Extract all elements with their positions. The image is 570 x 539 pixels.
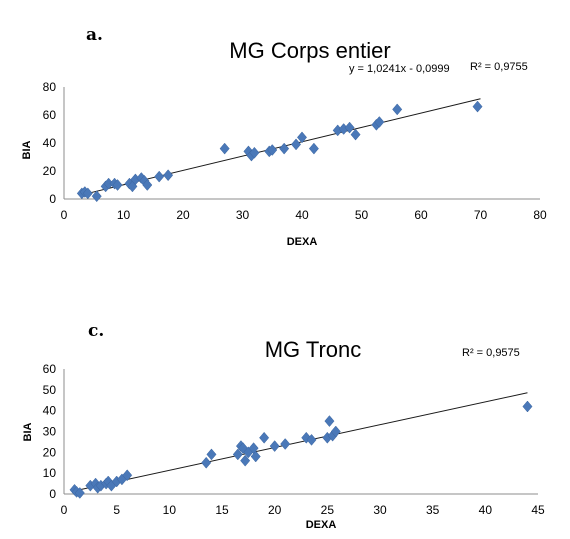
data-point-a: [219, 142, 230, 155]
data-point-a: [291, 138, 302, 151]
data-point-c: [301, 431, 312, 444]
data-point-c: [206, 448, 217, 461]
y-tick-label-c: 60: [43, 362, 57, 376]
data-point-c: [201, 456, 212, 469]
data-point-c: [324, 415, 335, 427]
data-point-c: [232, 448, 243, 461]
x-tick-label-a: 50: [355, 208, 369, 222]
chart-title-c: MG Tronc: [265, 337, 362, 362]
x-tick-label-c: 30: [373, 503, 387, 517]
data-point-c: [240, 454, 251, 467]
data-point-c: [122, 469, 133, 482]
data-points-c: [69, 400, 533, 499]
data-point-c: [74, 487, 85, 499]
data-point-c: [330, 425, 341, 438]
x-tick-label-c: 25: [321, 503, 335, 517]
y-tick-label-c: 20: [43, 445, 57, 459]
x-tick-label-a: 60: [414, 208, 428, 222]
data-point-c: [280, 438, 291, 450]
data-point-a: [472, 100, 483, 113]
x-tick-labels-c: 0 5 10 15 20 25 30 35 40 45: [61, 503, 545, 517]
y-tick-label-c: 10: [43, 466, 57, 480]
data-point-a: [267, 144, 278, 156]
chart-mg-corps-entier: a. MG Corps entier y = 1,0241x - 0,0999 …: [21, 25, 547, 248]
x-tick-label-a: 0: [61, 208, 68, 222]
data-point-c: [259, 431, 270, 444]
data-point-a: [82, 187, 93, 200]
data-point-a: [279, 142, 290, 155]
data-point-c: [269, 440, 280, 452]
x-tick-label-c: 10: [163, 503, 177, 517]
x-axis-label-c: DEXA: [306, 519, 337, 531]
x-tick-label-c: 35: [426, 503, 440, 517]
y-tick-label-a: 20: [43, 164, 57, 178]
y-axis-label-a: BIA: [21, 140, 33, 159]
y-tick-label-c: 0: [49, 487, 56, 501]
x-tick-label-c: 5: [113, 503, 120, 517]
data-point-a: [249, 146, 260, 159]
panel-label-a: a.: [86, 25, 103, 45]
x-tick-label-a: 10: [117, 208, 131, 222]
data-point-c: [522, 400, 533, 413]
trendline-c: [74, 392, 528, 492]
data-point-a: [154, 170, 165, 183]
y-axis-label-c: BIA: [22, 422, 34, 441]
x-tick-label-a: 30: [236, 208, 250, 222]
data-point-c: [238, 442, 249, 455]
x-tick-label-c: 0: [61, 503, 68, 517]
x-tick-label-a: 40: [295, 208, 309, 222]
data-point-a: [142, 179, 153, 191]
y-tick-label-c: 30: [43, 425, 57, 439]
data-point-a: [308, 142, 319, 155]
trendline-equation-a: y = 1,0241x - 0,0999: [349, 63, 450, 75]
chart-mg-tronc: c. MG Tronc R² = 0,9575 0 10 20 30 40 50 60 0 5…: [22, 321, 545, 531]
data-point-c: [306, 433, 317, 446]
data-point-a: [344, 121, 355, 134]
r-squared-c: R² = 0,9575: [462, 347, 520, 359]
y-tick-label-a: 40: [43, 136, 57, 150]
r-squared-a: R² = 0,9755: [470, 61, 528, 73]
data-points-a: [76, 100, 483, 203]
data-point-a: [350, 128, 361, 141]
y-tick-label-c: 40: [43, 404, 57, 418]
y-tick-label-a: 0: [49, 192, 56, 206]
x-tick-label-c: 15: [215, 503, 229, 517]
panel-label-c: c.: [88, 321, 104, 341]
x-tick-label-a: 80: [533, 208, 547, 222]
x-tick-label-c: 20: [268, 503, 282, 517]
y-tick-labels-c: 0 10 20 30 40 50 60: [43, 362, 57, 501]
y-tick-label-a: 60: [43, 108, 57, 122]
chart-title-a: MG Corps entier: [229, 38, 390, 63]
x-tick-labels-a: 0 10 20 30 40 50 60 70 80: [61, 208, 547, 222]
x-tick-label-a: 20: [176, 208, 190, 222]
data-point-a: [392, 103, 403, 116]
x-tick-label-a: 70: [474, 208, 488, 222]
x-axis-label-a: DEXA: [287, 236, 318, 248]
x-tick-label-c: 45: [531, 503, 545, 517]
data-point-a: [296, 131, 308, 144]
x-tick-label-c: 40: [479, 503, 493, 517]
data-point-c: [250, 450, 261, 463]
y-tick-labels-a: 0 20 40 60 80: [43, 80, 57, 206]
data-point-a: [374, 116, 385, 128]
y-tick-label-c: 50: [43, 383, 57, 397]
data-point-a: [112, 179, 123, 191]
y-tick-label-a: 80: [43, 80, 57, 94]
data-point-a: [91, 190, 102, 203]
data-point-a: [163, 169, 174, 182]
